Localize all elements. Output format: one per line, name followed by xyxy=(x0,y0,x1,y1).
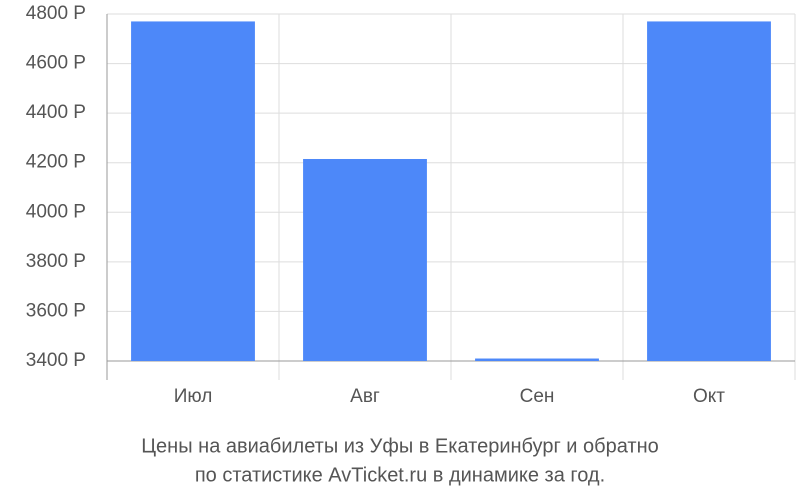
y-tick-label: 4600 Р xyxy=(26,53,86,74)
bar xyxy=(303,158,427,361)
y-tick-label: 3600 Р xyxy=(26,300,86,321)
chart-title: Цены на авиабилеты из Уфы в Екатеринбург… xyxy=(141,435,659,457)
y-tick-label: 3800 Р xyxy=(26,251,86,272)
y-tick-label: 4000 Р xyxy=(26,201,86,222)
x-tick-label: Авг xyxy=(350,386,380,407)
y-tick-label: 4200 Р xyxy=(26,152,86,173)
x-tick-label: Окт xyxy=(693,386,725,407)
bar xyxy=(131,21,255,361)
y-tick-label: 4800 Р xyxy=(26,3,86,24)
x-tick-label: Сен xyxy=(520,386,555,407)
x-tick-label: Июл xyxy=(174,386,213,407)
bar xyxy=(475,358,599,361)
bar xyxy=(647,21,771,361)
chart-subtitle: по статистике AvTicket.ru в динамике за … xyxy=(195,464,605,486)
y-tick-label: 3400 Р xyxy=(26,350,86,371)
y-tick-label: 4400 Р xyxy=(26,102,86,123)
